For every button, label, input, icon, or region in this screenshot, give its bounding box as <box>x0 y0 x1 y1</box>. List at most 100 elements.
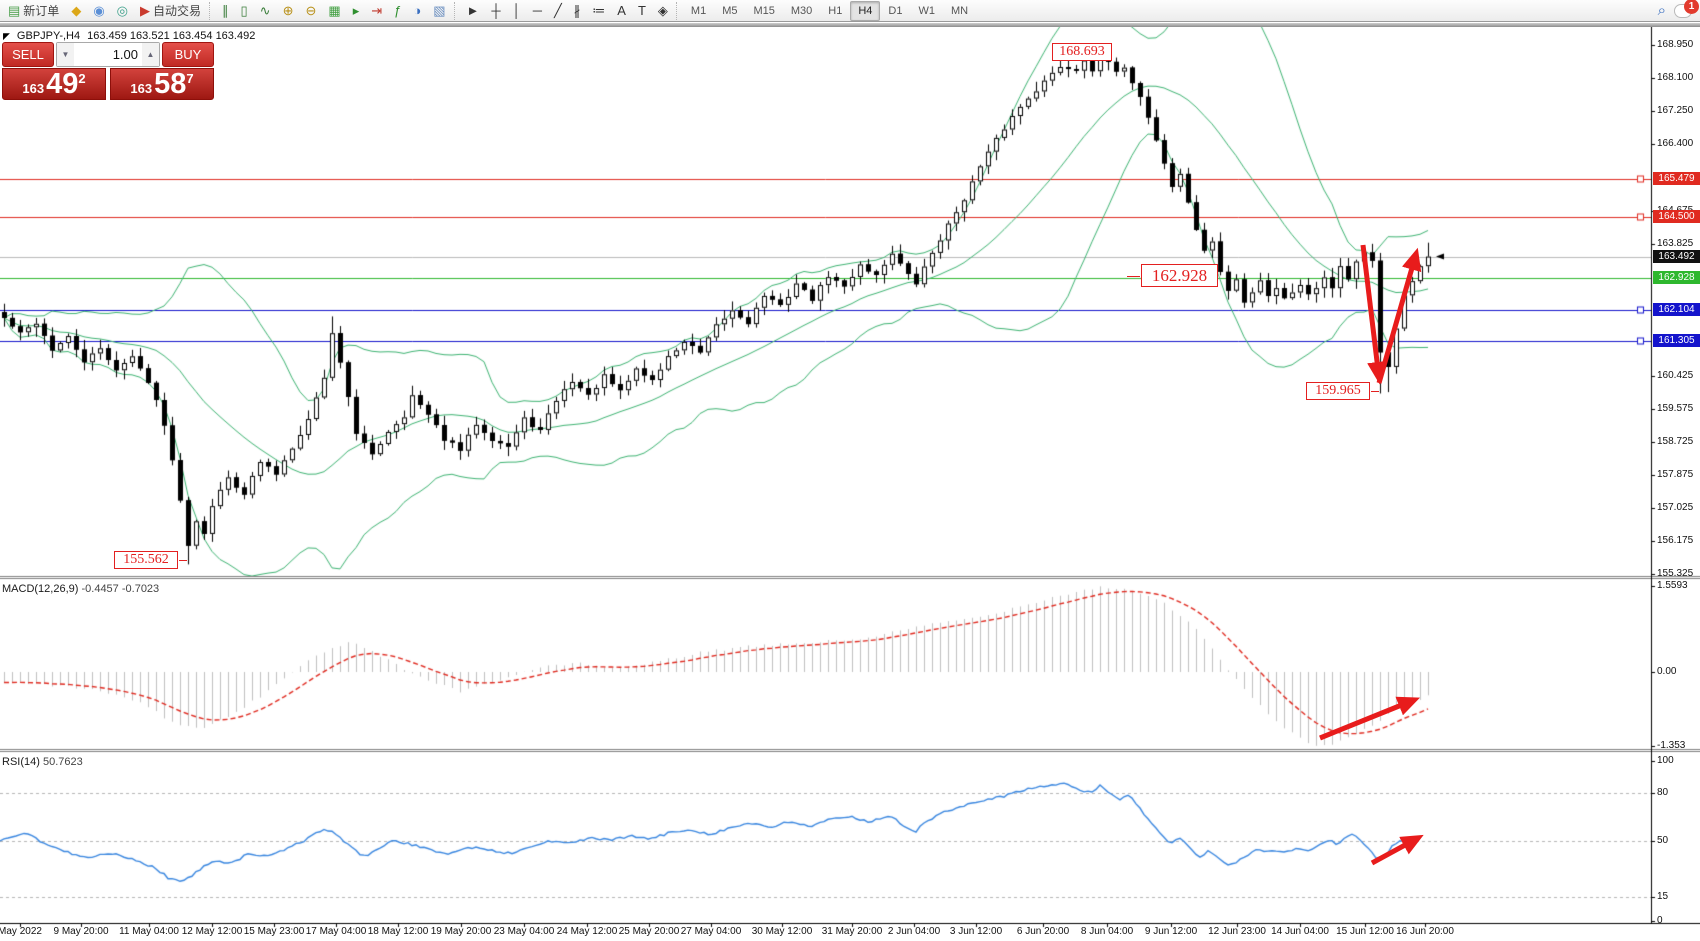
drawing-toolbar-group: ► ┼ │ ─ ╱ ∦ ≔ A T ◈ <box>461 0 674 22</box>
timeframe-toolbar-group: M1 M5 M15 M30 H1 H4 D1 W1 MN <box>683 0 976 22</box>
timeframe-m1-button[interactable]: M1 <box>690 4 707 17</box>
rsi-axis-tick: 50 <box>1657 834 1669 846</box>
toolbar-separator <box>209 1 214 20</box>
crosshair-tool[interactable]: ┼ <box>485 1 506 21</box>
chart-pointer-icon: ◤ <box>3 30 10 41</box>
buy-price-main: 58 <box>154 68 187 100</box>
cursor-tool[interactable]: ► <box>461 1 486 21</box>
notification-badge: 1 <box>1684 0 1699 14</box>
search-icon[interactable]: ⌕ <box>1657 2 1666 19</box>
price-chart-canvas[interactable] <box>0 27 1700 941</box>
time-axis-label: 11 May 04:00 <box>119 926 179 937</box>
sell-button[interactable]: SELL <box>2 42 54 67</box>
volume-decrease-button[interactable]: ▼ <box>57 43 74 66</box>
timeframe-h1-button[interactable]: H1 <box>828 4 843 17</box>
indicators-button[interactable]: ƒ <box>388 1 407 21</box>
chart-shift-button[interactable]: ⇥ <box>365 1 388 21</box>
price-axis-tick: 157.875 <box>1657 468 1694 480</box>
fibonacci-tool-icon: ≔ <box>592 3 606 18</box>
buy-button[interactable]: BUY <box>162 42 214 67</box>
autotrading-button-icon: ▶ <box>140 3 150 18</box>
time-axis-label: 27 May 04:00 <box>680 926 742 937</box>
time-axis-label: 15 May 23:00 <box>243 926 305 937</box>
periods-button[interactable]: ◑ <box>407 1 427 21</box>
signals-button[interactable]: ◎ <box>111 1 134 21</box>
price-axis-tick: 158.725 <box>1657 435 1694 447</box>
price-level-badge: 162.104 <box>1653 303 1700 317</box>
time-axis-label: 23 May 04:00 <box>493 926 555 937</box>
timeframe-mn-button[interactable]: MN <box>950 4 969 17</box>
tile-windows-button[interactable]: ▦ <box>322 1 346 21</box>
annotation-connector <box>179 560 187 561</box>
rsi-axis-tick: 15 <box>1657 890 1669 902</box>
top-toolbar: ▤ 新订单 ◆ ◉ ◎ ▶ 自动交易 ∥ ▯ ∿ ⊕ ⊖ ▦ ▸ ⇥ ƒ ◑ ▧ ► ┼ │ ─ ╱ ∦ ≔ A T ◈ M1 M5… <box>0 0 1700 22</box>
notifications-icon[interactable]: 1 <box>1674 0 1699 18</box>
macd-axis-tick: 1.5593 <box>1657 580 1688 592</box>
fibonacci-tool[interactable]: ≔ <box>586 1 611 21</box>
price-axis-tick: 164.675 <box>1657 205 1700 216</box>
rsi-indicator-label: RSI(14) 50.7623 <box>2 756 83 768</box>
zoom-in-button-icon: ⊕ <box>282 3 294 18</box>
sell-price-button[interactable]: 163 49 2 <box>2 68 106 100</box>
timeframe-m15-button[interactable]: M15 <box>753 4 775 17</box>
line-chart-button[interactable]: ∿ <box>254 1 277 21</box>
time-axis-label: 6 Jun 20:00 <box>1016 926 1070 937</box>
templates-button[interactable]: ▧ <box>427 1 451 21</box>
annotation-price-label: 162.928 <box>1141 264 1218 287</box>
auto-scroll-button[interactable]: ▸ <box>347 1 366 21</box>
annotation-price-label: 155.562 <box>114 551 178 569</box>
candlestick-button[interactable]: ▯ <box>235 1 254 21</box>
channel-tool[interactable]: ∦ <box>568 1 587 21</box>
time-axis-label: 9 May 20:00 <box>53 926 109 937</box>
volume-input[interactable] <box>74 43 142 66</box>
buy-price-pip: 7 <box>186 71 194 86</box>
autotrading-button-label: 自动交易 <box>153 4 202 18</box>
signals-button-icon: ◎ <box>116 3 128 18</box>
time-axis-label: 30 May 12:00 <box>751 926 813 937</box>
hline-tool[interactable]: ─ <box>527 1 548 21</box>
price-level-badge: 163.492 <box>1653 249 1700 263</box>
annotation-connector <box>1371 391 1379 392</box>
autotrading-button[interactable]: ▶ 自动交易 <box>134 1 207 21</box>
timeframe-m5-button[interactable]: M5 <box>722 4 738 17</box>
time-axis-label: 12 Jun 23:00 <box>1208 926 1266 937</box>
rsi-axis-tick: 100 <box>1657 754 1674 766</box>
time-axis-label: 3 Jun 12:00 <box>949 926 1003 937</box>
symbol-name: GBPJPY-,H4 <box>16 30 81 42</box>
zoom-out-button-icon: ⊖ <box>305 3 317 18</box>
price-axis-tick: 166.400 <box>1657 137 1694 149</box>
line-chart-button-icon: ∿ <box>259 3 271 18</box>
buy-price-button[interactable]: 163 58 7 <box>110 68 214 100</box>
new-order-button-icon: ▤ <box>8 3 21 18</box>
macd-axis-tick: -1.353 <box>1657 740 1686 752</box>
annotation-price-label: 168.693 <box>1052 43 1112 61</box>
label-tool[interactable]: T <box>632 1 652 21</box>
timeframe-w1-button[interactable]: W1 <box>918 4 935 17</box>
community-button[interactable]: ◉ <box>87 1 110 21</box>
price-axis-tick: 159.575 <box>1657 402 1694 414</box>
trade-toolbar-group: ▤ 新订单 ◆ ◉ ◎ ▶ 自动交易 <box>2 0 207 22</box>
volume-increase-button[interactable]: ▲ <box>142 43 159 66</box>
shapes-tool[interactable]: ◈ <box>652 1 674 21</box>
timeframe-m30-button[interactable]: M30 <box>790 4 813 17</box>
market-button[interactable]: ◆ <box>65 1 87 21</box>
indicators-button-icon: ƒ <box>394 3 402 18</box>
window-divider <box>0 23 1700 27</box>
zoom-in-button[interactable]: ⊕ <box>277 1 300 21</box>
sell-price-main: 49 <box>46 68 79 100</box>
time-axis-label: 16 Jun 20:00 <box>1396 926 1454 937</box>
price-level-badge: 162.928 <box>1653 271 1700 285</box>
price-axis-tick: 168.100 <box>1657 71 1694 83</box>
new-order-button[interactable]: ▤ 新订单 <box>2 1 65 21</box>
symbol-ohlc-values: 163.459 163.521 163.454 163.492 <box>87 30 256 42</box>
trendline-tool[interactable]: ╱ <box>548 1 568 21</box>
zoom-out-button[interactable]: ⊖ <box>299 1 322 21</box>
toolbar-separator <box>453 1 459 20</box>
text-tool[interactable]: A <box>611 1 632 21</box>
time-axis-label: 17 May 04:00 <box>305 926 367 937</box>
annotation-price-label: 159.965 <box>1306 382 1370 400</box>
timeframe-d1-button[interactable]: D1 <box>888 4 903 17</box>
vline-tool[interactable]: │ <box>507 1 527 21</box>
bar-chart-button[interactable]: ∥ <box>216 1 235 21</box>
timeframe-h4-button[interactable]: H4 <box>850 0 881 21</box>
